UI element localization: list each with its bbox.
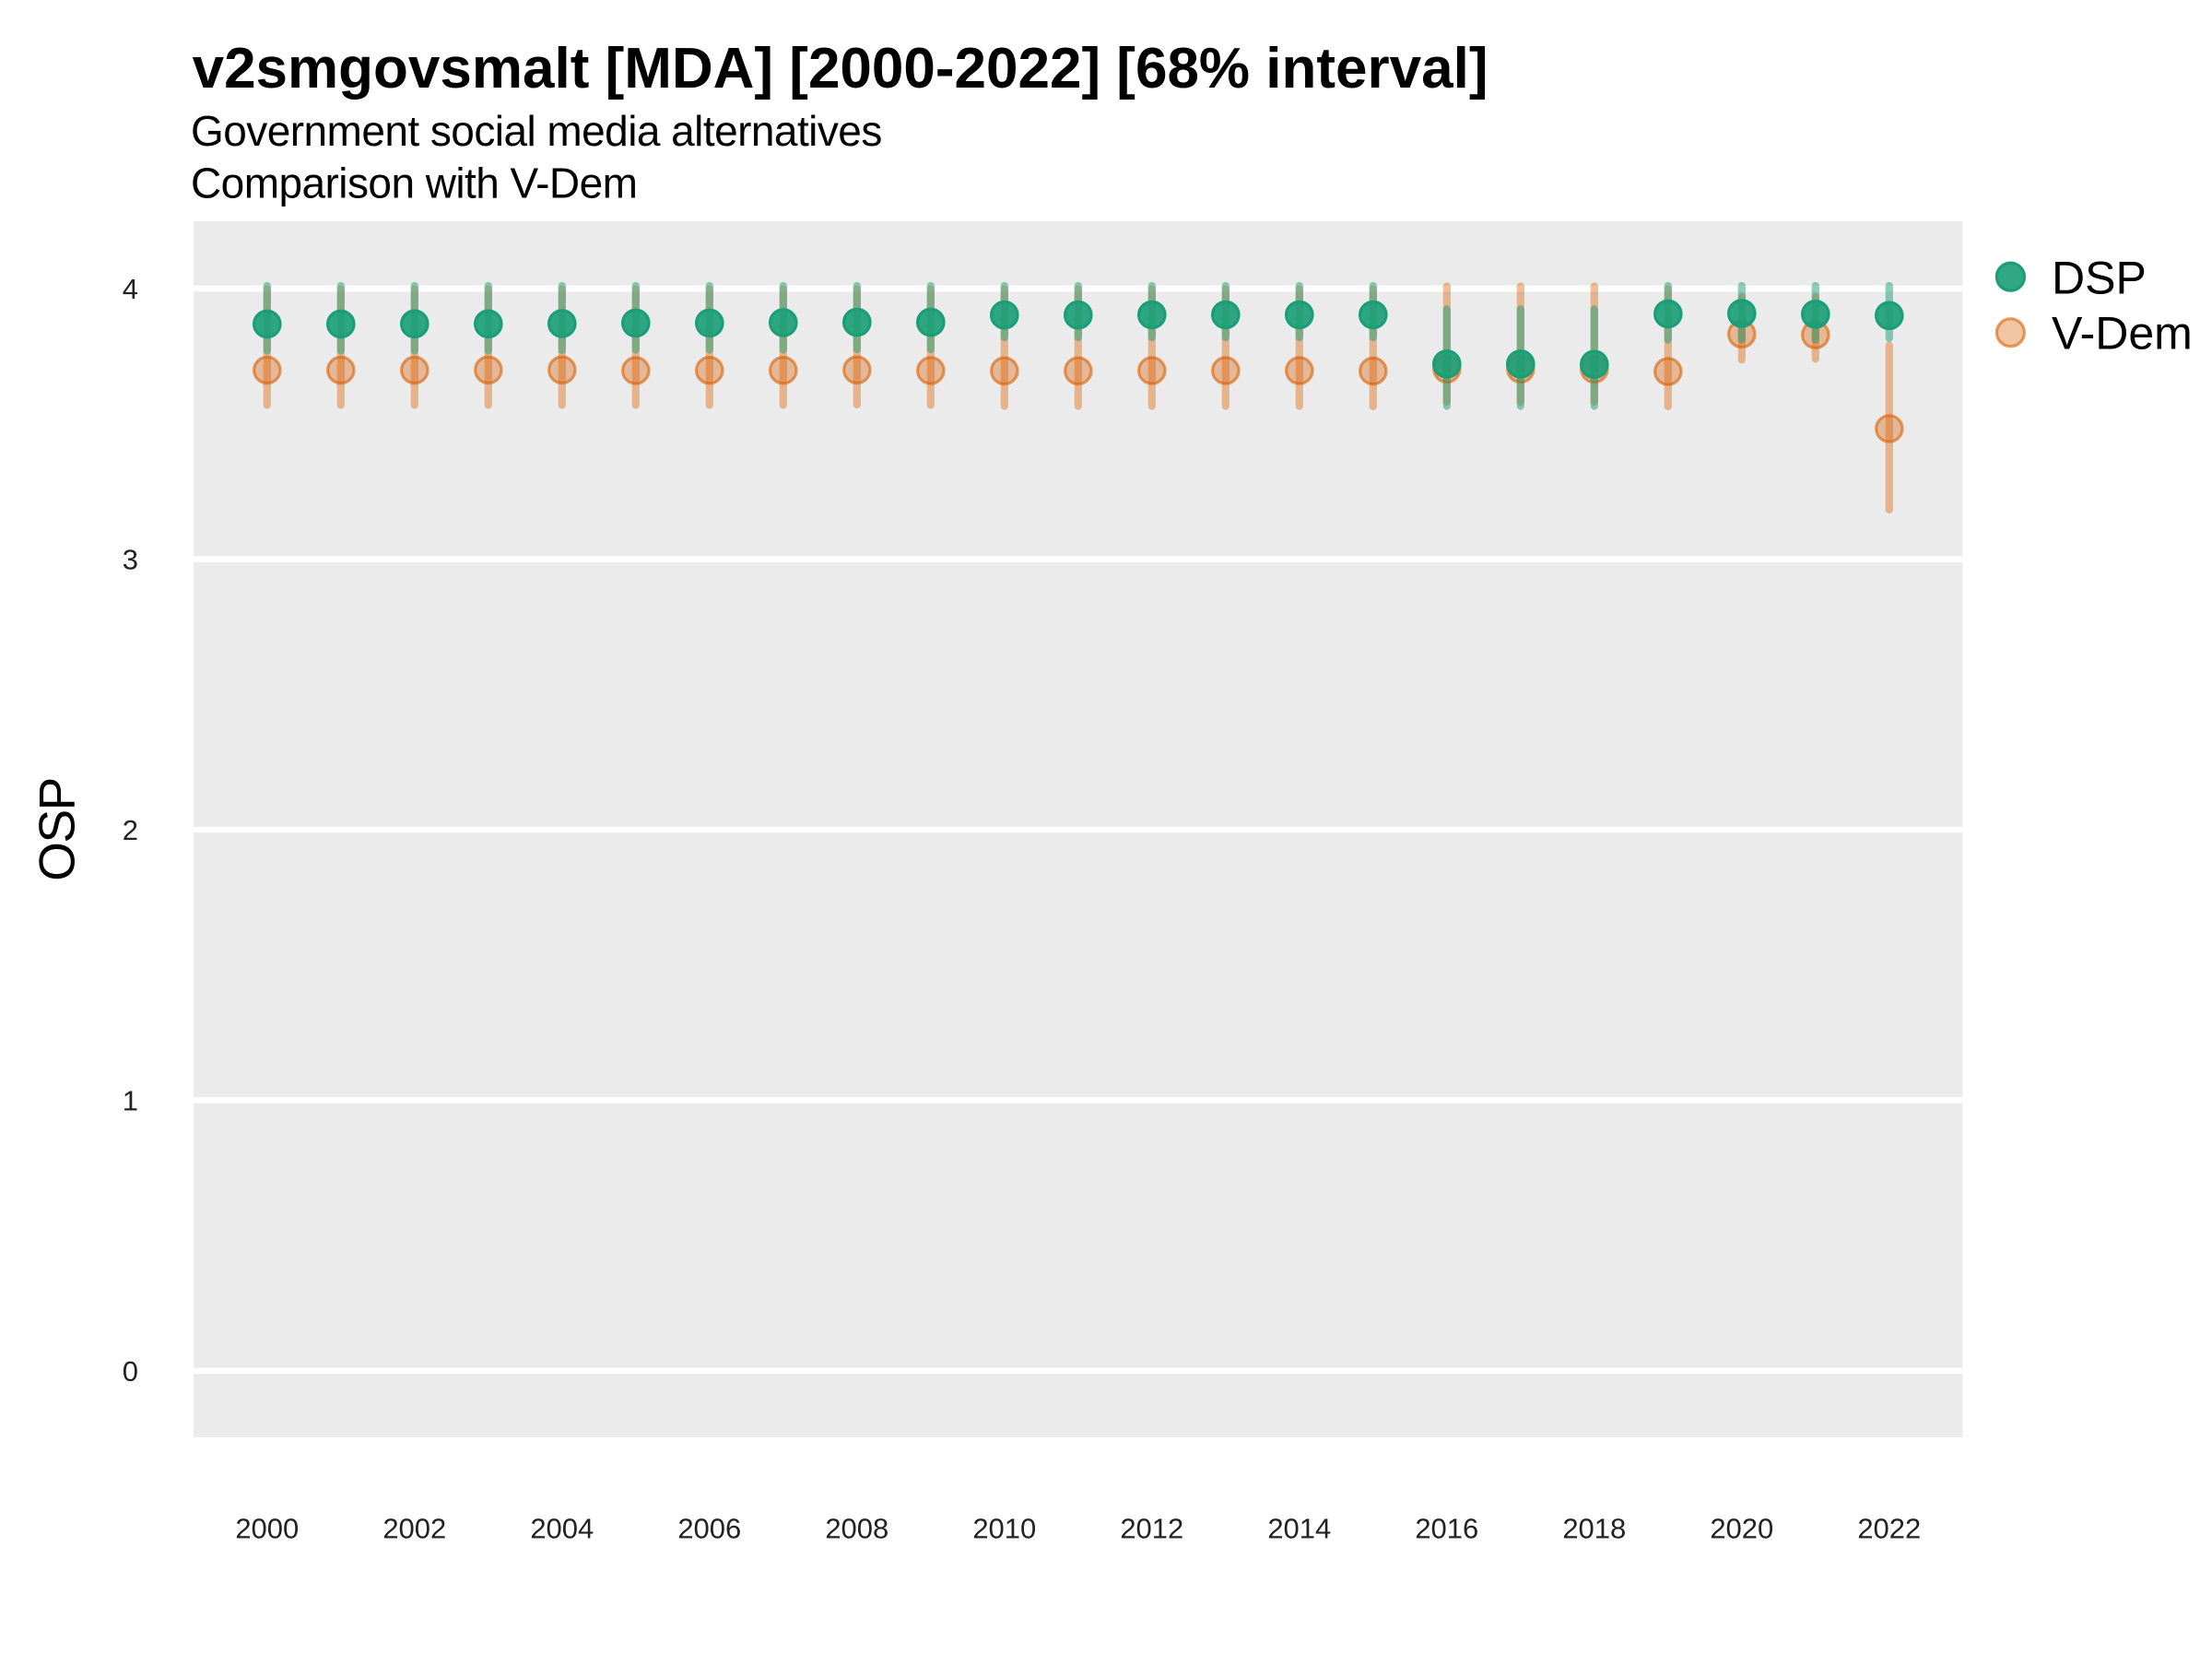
svg-text:2004: 2004: [530, 1513, 594, 1545]
svg-text:4: 4: [123, 273, 138, 305]
svg-text:2000: 2000: [235, 1513, 299, 1545]
svg-text:Government social media altern: Government social media alternatives: [191, 107, 882, 155]
svg-text:2002: 2002: [382, 1513, 446, 1545]
svg-text:2016: 2016: [1415, 1513, 1478, 1545]
svg-text:OSP: OSP: [29, 778, 86, 881]
svg-text:3: 3: [123, 544, 138, 576]
svg-text:2006: 2006: [677, 1513, 741, 1545]
svg-text:2012: 2012: [1120, 1513, 1183, 1545]
svg-text:2018: 2018: [1562, 1513, 1626, 1545]
svg-text:0: 0: [123, 1355, 138, 1387]
svg-text:2014: 2014: [1267, 1513, 1331, 1545]
svg-text:2022: 2022: [1857, 1513, 1921, 1545]
svg-text:2010: 2010: [972, 1513, 1036, 1545]
svg-text:V-Dem: V-Dem: [2052, 308, 2193, 360]
svg-text:2008: 2008: [825, 1513, 888, 1545]
svg-text:2020: 2020: [1710, 1513, 1773, 1545]
svg-text:v2smgovsmalt [MDA] [2000-2022]: v2smgovsmalt [MDA] [2000-2022] [68% inte…: [193, 37, 1488, 100]
svg-text:DSP: DSP: [2052, 252, 2147, 303]
svg-text:1: 1: [123, 1085, 138, 1117]
svg-text:Comparison with V-Dem: Comparison with V-Dem: [191, 159, 637, 207]
svg-text:2: 2: [123, 814, 138, 846]
